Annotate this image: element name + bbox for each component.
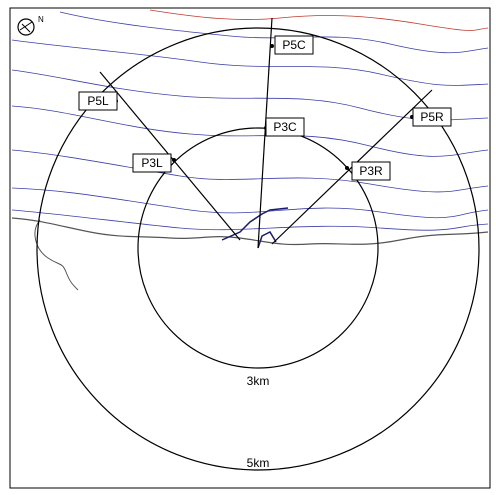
compass: N: [17, 15, 44, 36]
transect-c: [257, 17, 273, 249]
point-box: [274, 35, 314, 55]
point-box: [351, 161, 391, 181]
point-label: P3R: [359, 164, 383, 178]
point-label: P5R: [420, 110, 444, 124]
point-marker: [270, 44, 274, 48]
harbour: [221, 207, 289, 249]
compass-icon: [17, 18, 35, 36]
contour-line: [11, 209, 489, 231]
point-label: P3L: [141, 156, 163, 170]
point-box: [412, 107, 452, 127]
point-marker: [345, 166, 349, 170]
point-label: P5C: [282, 38, 306, 52]
contour-line: [149, 9, 489, 31]
point-box: [265, 117, 305, 137]
point-marker: [172, 158, 176, 162]
contour-line: [11, 187, 489, 219]
river: [34, 219, 79, 291]
contour-line: [11, 149, 489, 193]
ring-3km: [137, 127, 379, 369]
map-frame: [9, 7, 491, 489]
ring-label: 3km: [247, 374, 270, 388]
compass-needle: [19, 21, 33, 33]
point-box: [132, 153, 172, 173]
ring-label: 5km: [247, 456, 270, 470]
point-label: P3C: [273, 120, 297, 134]
point-label: P5L: [87, 94, 109, 108]
coastline: [11, 217, 489, 246]
point-box: [78, 91, 118, 111]
compass-label: N: [38, 15, 44, 24]
point-labels: P5C P5L P5R P3C P3L P3R: [78, 35, 452, 181]
ring-5km: [36, 27, 480, 471]
contour-line: [11, 39, 489, 86]
